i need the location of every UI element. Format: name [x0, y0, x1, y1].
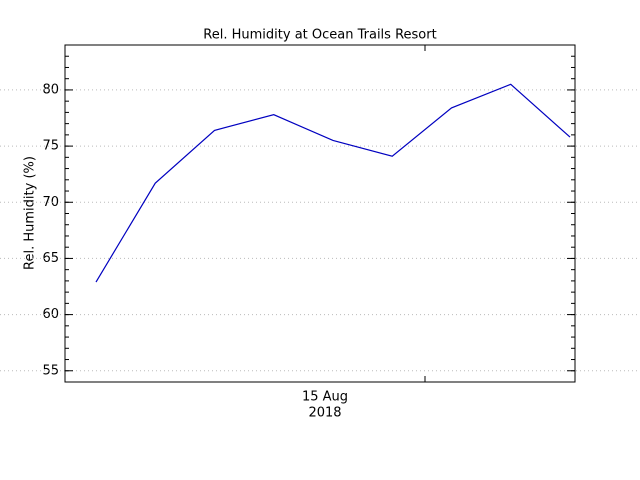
- y-tick-label: 70: [42, 195, 59, 210]
- chart-title: Rel. Humidity at Ocean Trails Resort: [203, 28, 436, 43]
- y-tick-label: 60: [42, 307, 59, 322]
- y-tick-label: 65: [42, 251, 59, 266]
- y-tick-label: 80: [42, 82, 59, 97]
- y-tick-label: 55: [42, 363, 59, 378]
- x-tick-label: 15 Aug: [302, 390, 348, 405]
- data-line: [95, 83, 571, 283]
- x-tick-label: 2018: [308, 406, 341, 421]
- y-tick-label: 75: [42, 139, 59, 154]
- y-axis-label: Rel. Humidity (%): [23, 156, 38, 270]
- plot-frame: [64, 44, 576, 383]
